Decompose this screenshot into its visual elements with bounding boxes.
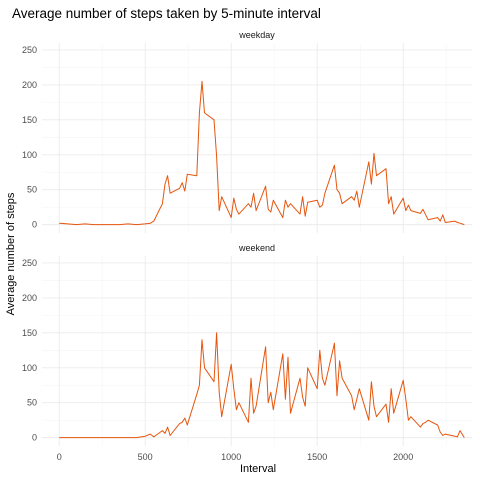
y-tick-label: 0 (32, 220, 37, 230)
y-tick-label: 150 (22, 115, 37, 125)
y-tick-label: 150 (22, 328, 37, 338)
y-tick-label: 250 (22, 45, 37, 55)
series-line-weekend (59, 332, 465, 439)
y-tick-label: 0 (32, 433, 37, 443)
chart-title: Average number of steps taken by 5-minut… (12, 6, 321, 21)
x-axis-title: Interval (240, 463, 276, 475)
y-tick-label: 50 (27, 185, 37, 195)
x-tick-label: 1000 (221, 452, 241, 462)
x-tick-label: 500 (138, 452, 153, 462)
y-tick-label: 100 (22, 150, 37, 160)
y-tick-label: 250 (22, 258, 37, 268)
facet-label: weekend (238, 243, 275, 253)
x-tick-label: 0 (57, 452, 62, 462)
x-tick-label: 1500 (307, 452, 327, 462)
y-tick-label: 100 (22, 363, 37, 373)
facet-weekend: 0 50 100 150 200 250 weekend (22, 243, 472, 446)
x-tick-label: 2000 (393, 452, 413, 462)
y-tick-label: 50 (27, 398, 37, 408)
series-line-weekday (59, 80, 465, 226)
y-axis-title: Average number of steps (5, 192, 17, 315)
y-tick-label: 200 (22, 293, 37, 303)
facet-label: weekday (238, 30, 275, 40)
facet-weekday: 0 50 100 150 200 250 weekday (22, 30, 472, 233)
y-tick-label: 200 (22, 80, 37, 90)
facet-panels: 0 50 100 150 200 250 weekday 0 50 100 150 200 250 wee… (22, 30, 472, 462)
